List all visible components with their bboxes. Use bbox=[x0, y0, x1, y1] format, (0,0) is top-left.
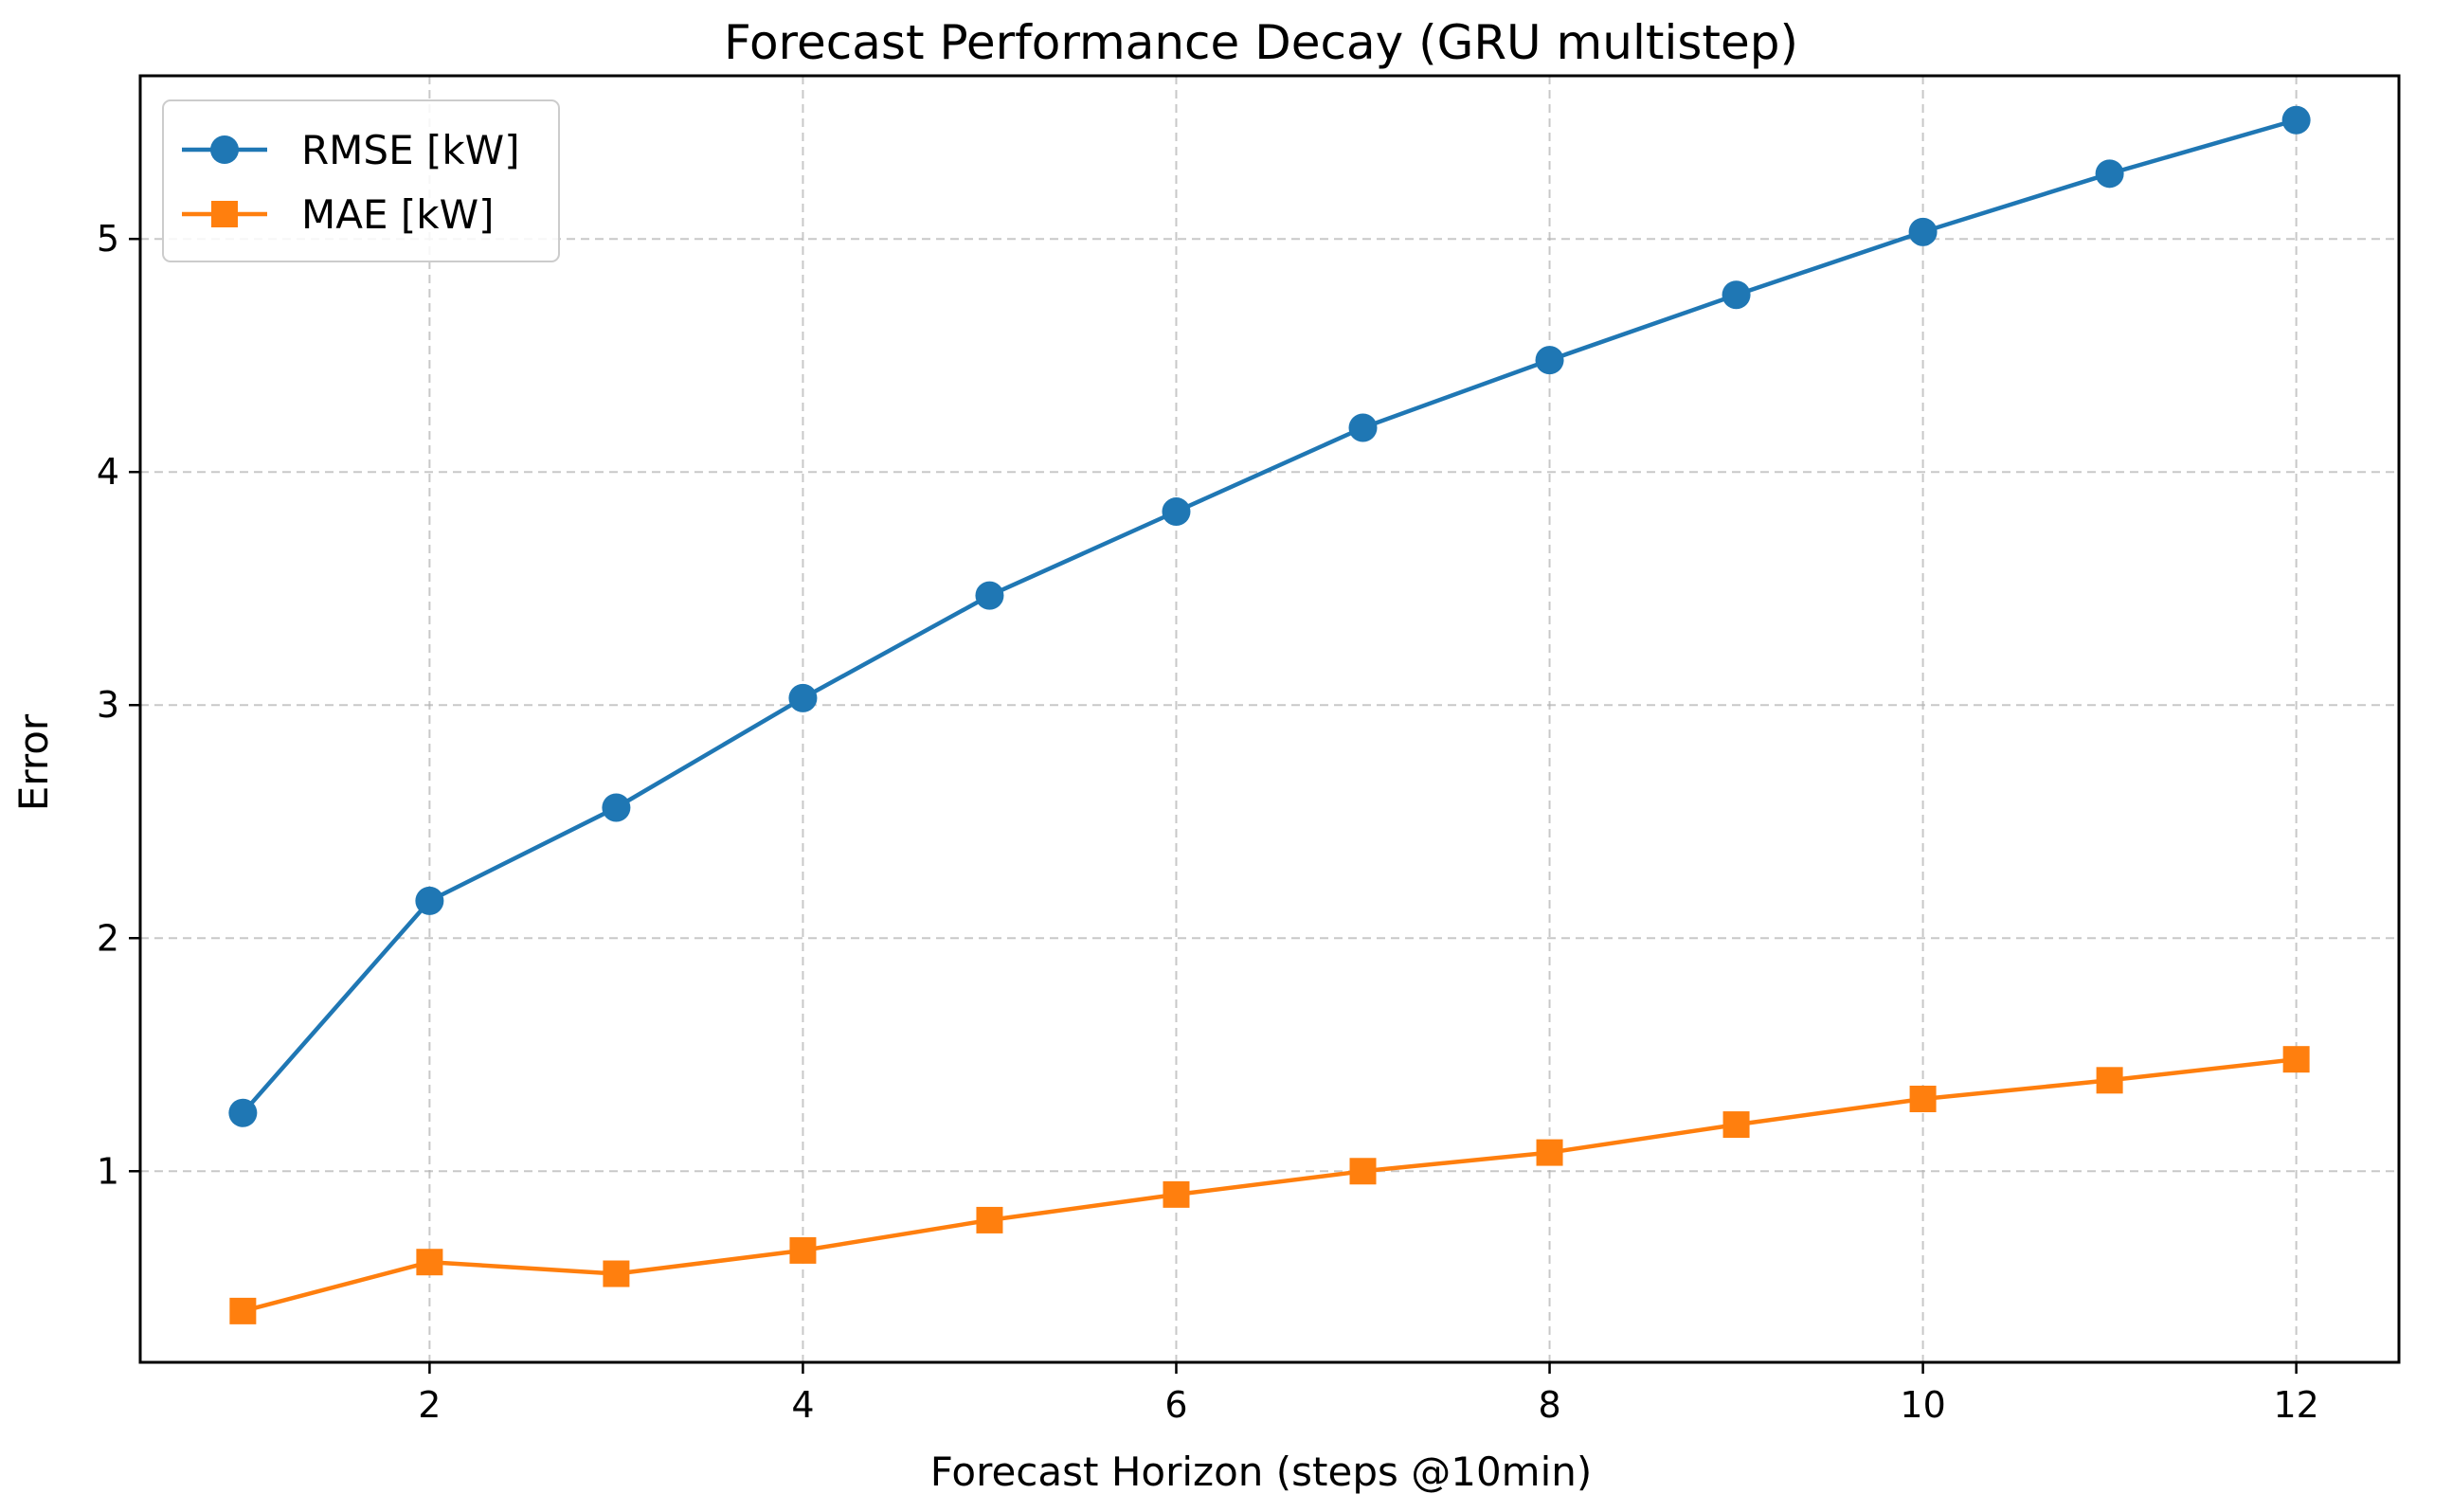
rmse-data-point bbox=[602, 793, 631, 822]
grid-layer bbox=[140, 76, 2399, 1362]
rmse-data-point bbox=[1535, 346, 1564, 375]
legend: RMSE [kW] MAE [kW] bbox=[162, 99, 560, 262]
mae-data-point bbox=[1163, 1180, 1190, 1208]
rmse-data-point bbox=[1908, 217, 1938, 246]
legend-marker-mae bbox=[211, 201, 238, 227]
rmse-data-point bbox=[2095, 159, 2124, 189]
x-tick-label: 12 bbox=[2273, 1384, 2318, 1426]
mae-data-point bbox=[2096, 1067, 2123, 1094]
x-tick-label: 10 bbox=[1900, 1384, 1945, 1426]
legend-label-rmse: RMSE [kW] bbox=[301, 127, 520, 173]
mae-data-point bbox=[1349, 1158, 1377, 1185]
x-tick-label: 6 bbox=[1164, 1384, 1187, 1426]
x-tick-label: 8 bbox=[1538, 1384, 1560, 1426]
chart-title: Forecast Performance Decay (GRU multiste… bbox=[724, 15, 1798, 70]
legend-marker-rmse bbox=[210, 135, 239, 164]
rmse-data-point bbox=[1162, 497, 1191, 527]
y-tick-label: 2 bbox=[97, 917, 119, 959]
rmse-data-point bbox=[415, 886, 444, 915]
series-layer bbox=[228, 105, 2311, 1324]
mae-series-line bbox=[242, 1056, 2297, 1314]
plot-frame bbox=[138, 74, 2401, 1364]
mae-data-point bbox=[603, 1260, 630, 1287]
mae-data-point bbox=[1536, 1139, 1563, 1166]
rmse-data-point bbox=[1348, 413, 1378, 442]
y-tick-label: 5 bbox=[97, 218, 119, 260]
legend-box bbox=[162, 99, 560, 262]
legend-label-mae: MAE [kW] bbox=[301, 191, 494, 238]
x-tick-label: 2 bbox=[418, 1384, 441, 1426]
y-tick-label: 1 bbox=[97, 1150, 119, 1192]
y-tick-label: 4 bbox=[97, 451, 119, 493]
mae-data-point bbox=[229, 1297, 257, 1324]
mae-data-point bbox=[1909, 1086, 1937, 1113]
rmse-data-point bbox=[228, 1098, 258, 1127]
rmse-data-point bbox=[788, 683, 818, 712]
y-axis-label: Error bbox=[10, 713, 57, 811]
mae-data-point bbox=[416, 1249, 443, 1276]
x-axis-label: Forecast Horizon (steps @10min) bbox=[930, 1449, 1593, 1495]
mae-data-point bbox=[976, 1206, 1003, 1233]
rmse-data-point bbox=[1722, 280, 1751, 310]
mae-data-point bbox=[789, 1236, 817, 1264]
x-tick-label: 4 bbox=[791, 1384, 814, 1426]
rmse-data-point bbox=[975, 581, 1004, 610]
rmse-series-line bbox=[241, 117, 2298, 1115]
mae-data-point bbox=[2282, 1046, 2310, 1073]
y-tick-label: 3 bbox=[97, 684, 119, 726]
rmse-data-point bbox=[2281, 105, 2311, 135]
mae-data-point bbox=[1722, 1111, 1750, 1139]
